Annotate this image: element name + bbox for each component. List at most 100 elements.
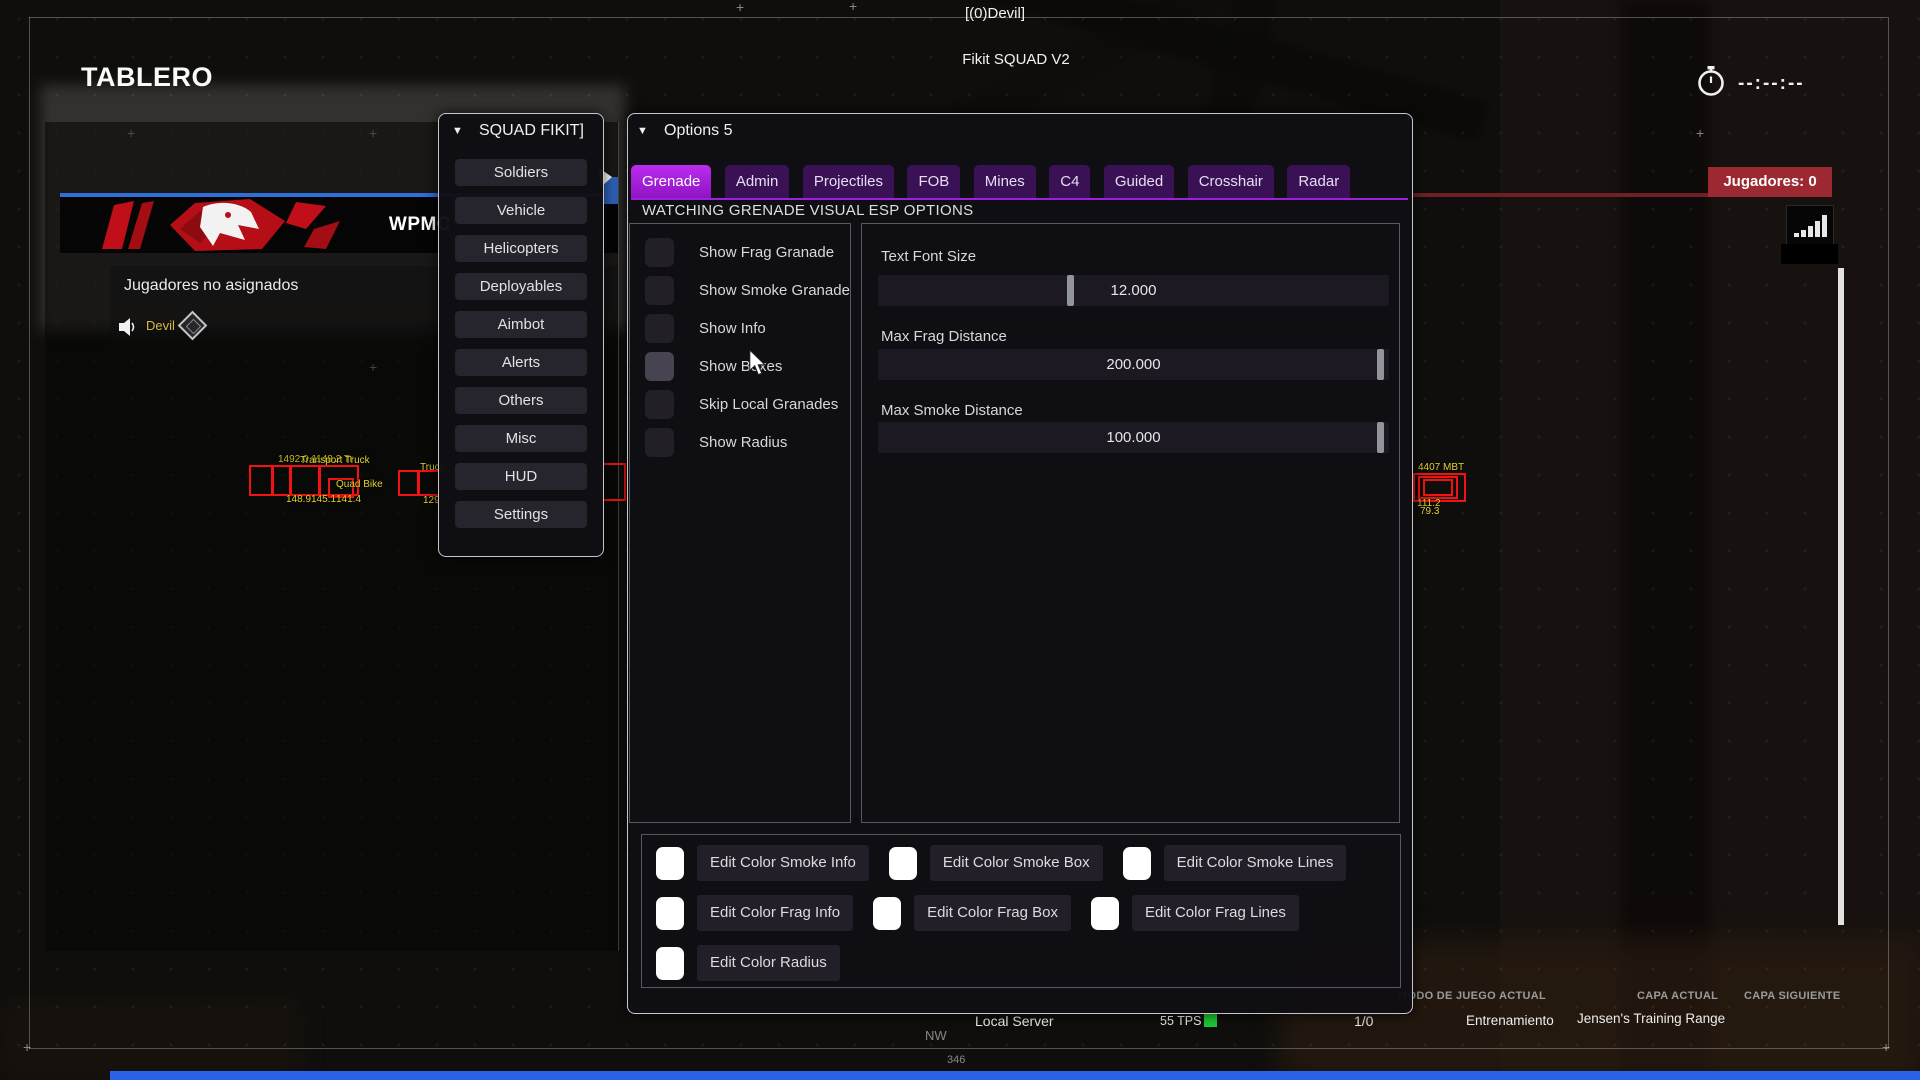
checkbox-show-frag-granade[interactable] xyxy=(645,238,674,267)
menu-item-others[interactable]: Others xyxy=(455,387,587,414)
menu-item-hud[interactable]: HUD xyxy=(455,463,587,490)
esp-distance: 148.9 xyxy=(286,494,312,505)
color-swatch-smoke-box[interactable] xyxy=(888,846,917,880)
signal-bars-icon[interactable] xyxy=(1786,205,1834,245)
checkbox-label: Show Boxes xyxy=(699,358,783,375)
scoreboard-scrollbar[interactable] xyxy=(1838,268,1844,925)
checkbox-show-smoke-granade[interactable] xyxy=(645,276,674,305)
menu-item-vehicle[interactable]: Vehicle xyxy=(455,197,587,224)
color-editor-row: Edit Color Radius xyxy=(656,945,860,981)
tab-c4[interactable]: C4 xyxy=(1049,165,1091,198)
edit-color-frag-info-button[interactable]: Edit Color Frag Info xyxy=(697,895,854,931)
team-name: WPMC xyxy=(388,214,452,235)
color-swatch-radius[interactable] xyxy=(656,946,684,980)
player-name: Devil xyxy=(146,318,175,333)
checkbox-label: Show Frag Granade xyxy=(699,244,835,261)
team-blue-line xyxy=(60,193,618,197)
mode-value: Entrenamiento xyxy=(1466,1013,1554,1028)
color-swatch-smoke-lines[interactable] xyxy=(1122,846,1151,880)
esp-cluster-vehicles-left: 1492.0 1148.2 Tr Transport Truck Quad Bi… xyxy=(246,452,456,510)
background-right-post xyxy=(1620,0,1710,1080)
slider-value: 12.000 xyxy=(1110,282,1157,299)
esp-distance: 145.1 xyxy=(311,494,337,505)
edit-color-frag-lines-button[interactable]: Edit Color Frag Lines xyxy=(1131,895,1299,931)
players-count-badge: Jugadores: 0 xyxy=(1708,167,1832,197)
slider-value: 200.000 xyxy=(1106,356,1161,373)
slider-text-font-size[interactable]: 12.000 xyxy=(878,275,1389,306)
checkbox-show-boxes[interactable] xyxy=(645,352,674,381)
slider-label: Max Frag Distance xyxy=(881,328,1007,345)
slider-handle[interactable] xyxy=(1377,422,1384,453)
checkbox-show-radius[interactable] xyxy=(645,428,674,457)
color-editor-row: Edit Color Smoke Info Edit Color Smoke B… xyxy=(656,845,1366,881)
edit-color-smoke-lines-button[interactable]: Edit Color Smoke Lines xyxy=(1163,845,1347,881)
tab-underline xyxy=(631,198,1408,200)
options-window[interactable]: ▼ Options 5 Grenade Admin Projectiles FO… xyxy=(627,113,1413,1014)
slider-max-frag-distance[interactable]: 200.000 xyxy=(878,349,1389,380)
edit-color-smoke-info-button[interactable]: Edit Color Smoke Info xyxy=(697,845,869,881)
color-editor-row: Edit Color Frag Info Edit Color Frag Box… xyxy=(656,895,1319,931)
menu-item-misc[interactable]: Misc xyxy=(455,425,587,452)
grid-cross: + xyxy=(736,0,745,15)
slider-panel: Text Font Size 12.000 Max Frag Distance … xyxy=(861,223,1400,823)
menu-item-alerts[interactable]: Alerts xyxy=(455,349,587,376)
esp-label-vehicle: Truck xyxy=(420,462,445,473)
tab-crosshair[interactable]: Crosshair xyxy=(1187,165,1274,198)
checkbox-label: Show Smoke Granade xyxy=(699,282,850,299)
menu-item-settings[interactable]: Settings xyxy=(455,501,587,528)
color-swatch-frag-info[interactable] xyxy=(656,896,684,930)
tab-bar: Grenade Admin Projectiles FOB Mines C4 G… xyxy=(631,165,1359,198)
edit-color-frag-box-button[interactable]: Edit Color Frag Box xyxy=(914,895,1071,931)
slider-handle[interactable] xyxy=(1067,275,1075,306)
speaker-icon xyxy=(119,318,135,336)
grid-line-bottom xyxy=(29,1048,1888,1049)
slider-label: Text Font Size xyxy=(881,248,977,265)
cheat-menu-window[interactable]: ▼ SQUAD FIKIT] Soldiers Vehicle Helicopt… xyxy=(438,113,604,557)
slider-handle[interactable] xyxy=(1377,349,1384,380)
esp-distance: 79.3 xyxy=(1420,506,1440,517)
edit-color-smoke-box-button[interactable]: Edit Color Smoke Box xyxy=(929,845,1103,881)
color-swatch-smoke-info[interactable] xyxy=(656,846,684,880)
esp-distance: 141.4 xyxy=(336,494,362,505)
tab-grenade[interactable]: Grenade xyxy=(631,165,712,198)
layer-label: CAPA ACTUAL xyxy=(1637,990,1719,1002)
esp-box xyxy=(1418,476,1458,499)
checkbox-panel: Show Frag Granade Show Smoke Granade Sho… xyxy=(629,223,851,823)
options-window-title: Options 5 xyxy=(664,122,733,139)
collapse-arrow-icon[interactable]: ▼ xyxy=(452,125,463,137)
menu-item-soldiers[interactable]: Soldiers xyxy=(455,159,587,186)
tab-radar[interactable]: Radar xyxy=(1287,165,1351,198)
esp-box xyxy=(249,465,274,496)
tickets-value: 1/0 xyxy=(1354,1013,1374,1029)
menu-item-helicopters[interactable]: Helicopters xyxy=(455,235,587,262)
grid-line-top xyxy=(29,17,1888,18)
server-name: Local Server xyxy=(975,1013,1054,1029)
esp-label-vehicle: Transport Truck xyxy=(300,455,370,466)
stopwatch-icon xyxy=(1698,66,1724,96)
menu-item-deployables[interactable]: Deployables xyxy=(455,273,587,300)
stamina-bar-blue xyxy=(110,1071,1920,1080)
checkbox-show-info[interactable] xyxy=(645,314,674,343)
collapse-arrow-icon[interactable]: ▼ xyxy=(637,125,648,137)
esp-distance: 129 xyxy=(423,495,440,506)
grid-cross: + xyxy=(1882,1039,1891,1055)
tab-guided[interactable]: Guided xyxy=(1103,165,1175,198)
player-tag: [(0)Devil] xyxy=(964,5,1025,22)
tab-projectiles[interactable]: Projectiles xyxy=(802,165,895,198)
checkbox-skip-local-granades[interactable] xyxy=(645,390,674,419)
tab-admin[interactable]: Admin xyxy=(724,165,790,198)
signal-icon-base xyxy=(1781,244,1838,264)
tps-value: 55 TPS xyxy=(1160,1014,1202,1028)
tab-fob[interactable]: FOB xyxy=(907,165,961,198)
menu-item-aimbot[interactable]: Aimbot xyxy=(455,311,587,338)
layer-value: Jensen's Training Range xyxy=(1577,1011,1726,1026)
cheat-title: Fikit SQUAD V2 xyxy=(962,51,1070,68)
edit-color-radius-button[interactable]: Edit Color Radius xyxy=(697,945,840,981)
slider-label: Max Smoke Distance xyxy=(881,402,1023,419)
grid-line-left xyxy=(29,17,30,1049)
slider-max-smoke-distance[interactable]: 100.000 xyxy=(878,422,1389,453)
tab-mines[interactable]: Mines xyxy=(973,165,1036,198)
color-swatch-frag-box[interactable] xyxy=(873,896,902,930)
color-swatch-frag-lines[interactable] xyxy=(1090,896,1119,930)
